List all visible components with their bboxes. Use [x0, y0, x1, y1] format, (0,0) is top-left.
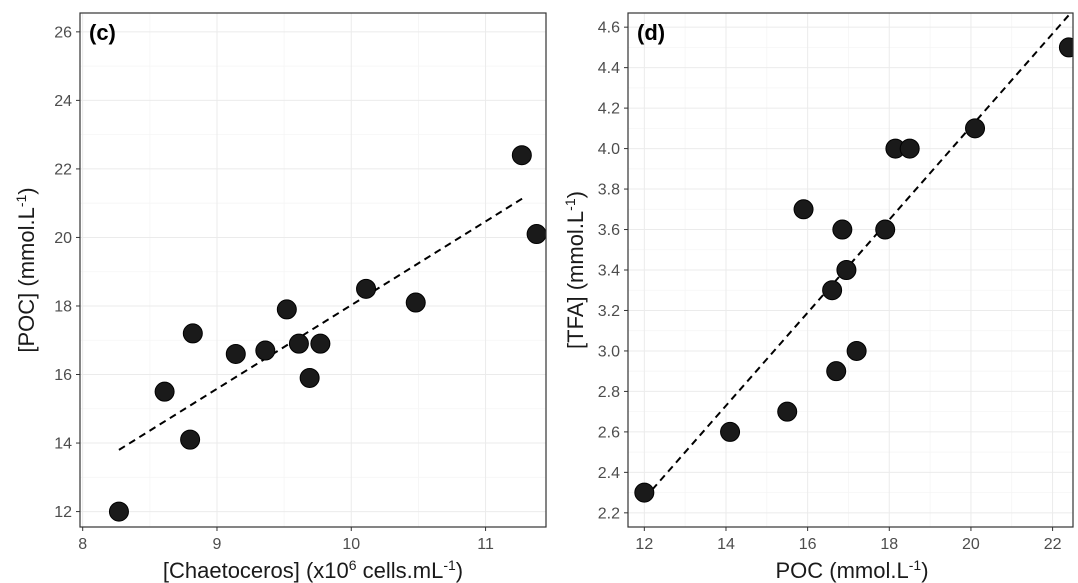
- data-point: [1058, 37, 1073, 58]
- data-point: [777, 401, 798, 422]
- y-tick-label: 18: [54, 298, 72, 315]
- y-tick-label: 3.2: [598, 303, 620, 320]
- y-axis-title: [POC] (mmol.L-1): [13, 187, 39, 352]
- x-tick-label: 12: [635, 536, 653, 553]
- y-tick-label: 4.0: [598, 141, 620, 158]
- plot-background: [80, 13, 546, 527]
- data-point: [720, 421, 741, 442]
- data-point: [965, 118, 986, 139]
- panel-label: (c): [89, 20, 116, 45]
- data-point: [310, 333, 331, 354]
- data-point: [108, 501, 129, 522]
- data-point: [832, 219, 853, 240]
- y-tick-label: 2.6: [598, 424, 620, 441]
- plot-frame: [627, 12, 1074, 528]
- data-point: [826, 361, 847, 382]
- x-tick-label: 20: [962, 536, 980, 553]
- y-axis-title: [TFA] (mmol.L-1): [562, 191, 588, 349]
- data-point: [846, 340, 867, 361]
- y-tick-label: 4.2: [598, 101, 620, 118]
- data-point: [526, 224, 546, 245]
- data-point: [182, 323, 203, 344]
- y-tick-label: 2.8: [598, 384, 620, 401]
- y-tick-label: 12: [54, 504, 72, 521]
- data-point: [836, 260, 857, 280]
- y-tick-label: 3.8: [598, 182, 620, 199]
- gridlines: [80, 13, 546, 527]
- data-point: [875, 219, 896, 240]
- data-point: [511, 145, 532, 166]
- y-tick-label: 4.6: [598, 20, 620, 37]
- plot-frame: [79, 12, 547, 528]
- data-point: [154, 381, 175, 402]
- regression-line: [118, 195, 527, 451]
- x-tick-label: 18: [880, 536, 898, 553]
- panel-label: (d): [637, 20, 665, 45]
- data-point: [822, 280, 843, 301]
- y-tick-label: 3.4: [598, 263, 620, 280]
- gridlines: [628, 13, 1073, 527]
- x-tick-label: 16: [799, 536, 817, 553]
- data-point: [899, 138, 920, 159]
- y-tick-label: 26: [54, 24, 72, 41]
- x-axis-title: [Chaetoceros] (x106 cells.mL-1): [163, 557, 463, 583]
- data-point: [356, 278, 377, 299]
- y-tick-label: 22: [54, 161, 72, 178]
- data-point: [405, 292, 426, 313]
- panel-c: 8 9 10 11 12 14 16 18 20 22 24 26 (c) [Chaetoceros] (…: [13, 12, 547, 583]
- y-tick-label: 2.4: [598, 465, 620, 482]
- panel-d: 12 14 16 18 20 22 2.2 2.4 2.6 2.8 3.0 3.2 3.4 3.6 3.8 4…: [562, 12, 1074, 583]
- y-tick-label: 4.4: [598, 60, 620, 77]
- data-point: [276, 299, 297, 320]
- data-point: [634, 482, 655, 503]
- x-axis-title: POC (mmol.L-1): [775, 557, 928, 583]
- y-tick-label: 24: [54, 93, 72, 110]
- data-point: [793, 199, 814, 220]
- y-tick-label: 2.2: [598, 505, 620, 522]
- data-point: [180, 429, 201, 450]
- data-point: [255, 340, 276, 361]
- x-tick-label: 22: [1044, 536, 1062, 553]
- y-tick-label: 3.0: [598, 343, 620, 360]
- data-point: [299, 367, 320, 388]
- x-tick-label: 10: [342, 536, 360, 553]
- data-point: [288, 333, 309, 354]
- x-tick-label: 14: [717, 536, 735, 553]
- y-tick-label: 20: [54, 230, 72, 247]
- data-point: [225, 343, 246, 364]
- x-tick-label: 8: [78, 536, 87, 553]
- y-tick-label: 3.6: [598, 222, 620, 239]
- y-tick-label: 14: [54, 436, 72, 453]
- y-tick-label: 16: [54, 367, 72, 384]
- x-tick-label: 11: [477, 536, 494, 553]
- x-tick-label: 9: [213, 536, 222, 553]
